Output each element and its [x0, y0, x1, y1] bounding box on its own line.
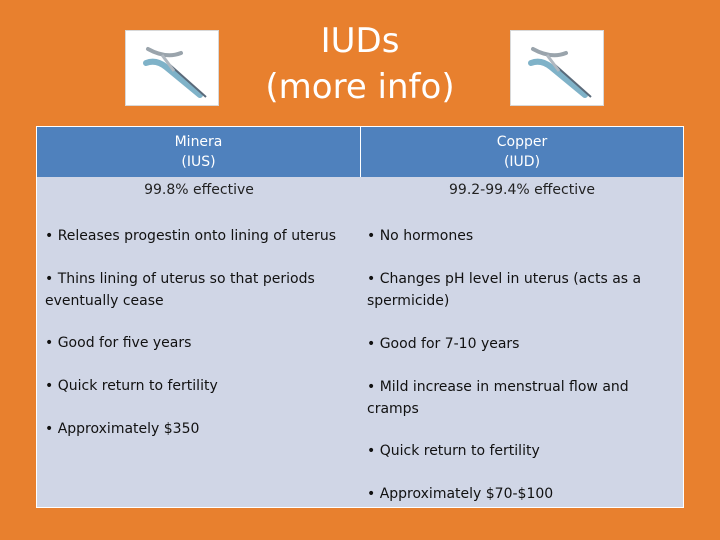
column-right: • No hormones • Changes pH level in uter…	[367, 225, 663, 526]
list-item: • Quick return to fertility	[45, 378, 218, 394]
header-right-line-1: Copper	[496, 134, 548, 150]
list-item: • No hormones	[367, 228, 474, 244]
list-item: • Changes pH level in uterus (acts as a …	[367, 271, 642, 309]
list-item: • Approximately $70-$100	[367, 486, 554, 502]
comparison-table: Minera (IUS) Copper (IUD) 99.8% effectiv…	[36, 126, 684, 508]
header-left-line-2: (IUS)	[181, 154, 216, 170]
header-copper: Copper (IUD)	[361, 127, 683, 177]
iud-image-left	[125, 30, 219, 106]
iud-image-right	[510, 30, 604, 106]
header-right-line-2: (IUD)	[503, 154, 541, 170]
title-line-1: IUDs	[320, 21, 400, 61]
list-item: • Quick return to fertility	[367, 443, 540, 459]
list-item: • Approximately $350	[45, 421, 200, 437]
list-item: • Good for 7-10 years	[367, 336, 520, 352]
column-left: • Releases progestin onto lining of uter…	[45, 225, 345, 461]
title-line-2: (more info)	[265, 67, 455, 107]
header-left-line-1: Minera	[174, 134, 223, 150]
list-item: • Mild increase in menstrual flow and cr…	[367, 379, 629, 417]
slide-title: IUDs (more info)	[0, 18, 720, 110]
header-minera: Minera (IUS)	[37, 127, 361, 177]
effectiveness-left: 99.8% effective	[144, 182, 254, 198]
list-item: • Thins lining of uterus so that periods…	[45, 271, 315, 309]
list-item: • Releases progestin onto lining of uter…	[45, 228, 337, 244]
effectiveness-right: 99.2-99.4% effective	[449, 182, 595, 198]
list-item: • Good for five years	[45, 335, 192, 351]
iud-device-icon	[511, 31, 603, 105]
iud-device-icon	[126, 31, 218, 105]
